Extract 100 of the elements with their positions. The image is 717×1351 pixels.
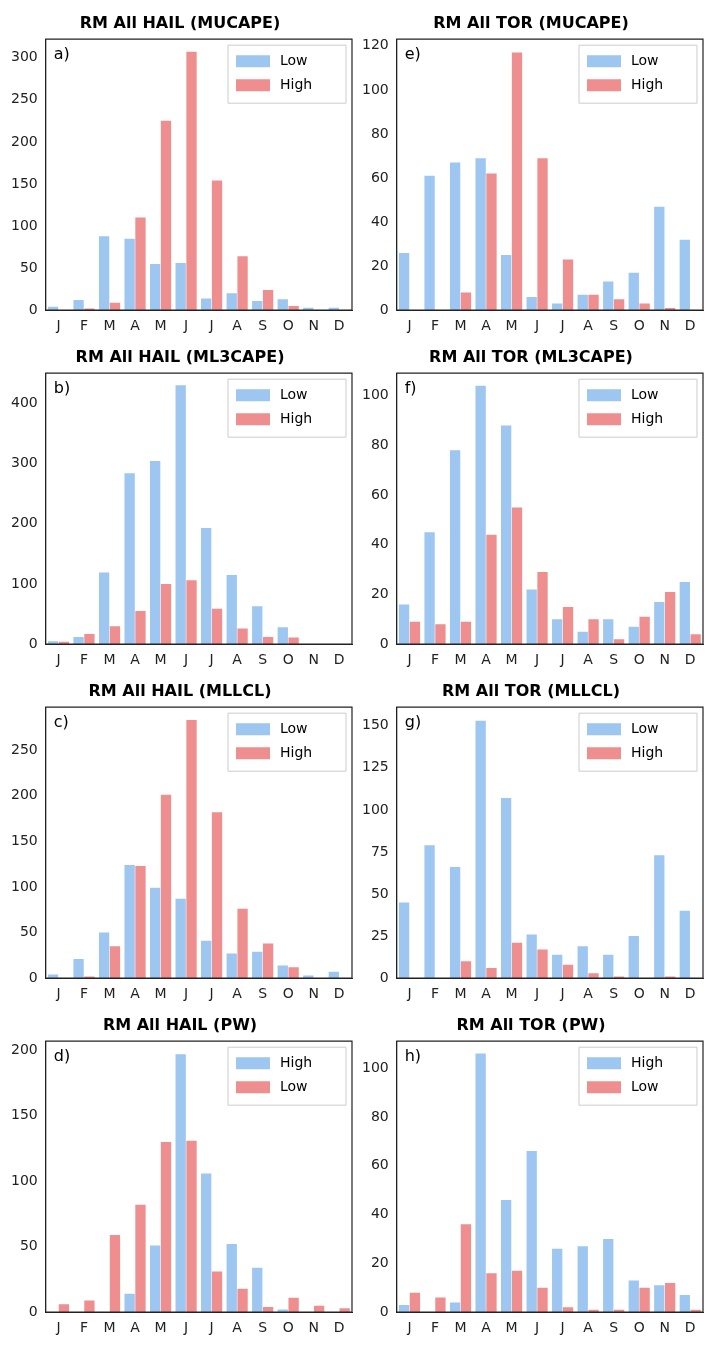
bar bbox=[526, 934, 537, 979]
chart-title: RM All TOR (ML3CAPE) bbox=[429, 346, 633, 366]
y-tick-label: 250 bbox=[10, 740, 38, 757]
x-tick-label: N bbox=[659, 1319, 670, 1336]
x-tick-label: S bbox=[609, 985, 619, 1002]
bar bbox=[175, 898, 186, 979]
bar bbox=[486, 968, 497, 979]
bar bbox=[211, 812, 223, 979]
bar bbox=[175, 263, 186, 311]
x-tick-label: S bbox=[258, 985, 268, 1002]
legend-label: High bbox=[631, 743, 664, 760]
x-tick-label: J bbox=[208, 985, 214, 1002]
x-tick-label: O bbox=[282, 985, 294, 1002]
x-tick-label: J bbox=[183, 317, 189, 334]
bar bbox=[98, 572, 110, 645]
bar bbox=[460, 292, 472, 311]
x-tick-label: D bbox=[684, 317, 696, 334]
y-tick-label: 50 bbox=[19, 923, 38, 940]
y-tick-label: 100 bbox=[10, 1171, 38, 1188]
bar bbox=[679, 910, 690, 979]
bar bbox=[252, 1267, 263, 1313]
bar bbox=[424, 845, 435, 979]
bar bbox=[160, 794, 172, 979]
bar bbox=[501, 798, 512, 979]
bar bbox=[537, 1287, 548, 1313]
y-tick-label: 50 bbox=[370, 884, 389, 901]
legend-label: High bbox=[280, 1053, 313, 1070]
x-tick-label: A bbox=[130, 317, 141, 334]
y-tick-label: 300 bbox=[10, 454, 38, 471]
bar bbox=[552, 1248, 563, 1313]
bar bbox=[262, 636, 274, 645]
x-tick-label: S bbox=[609, 651, 619, 668]
x-tick-label: O bbox=[282, 317, 294, 334]
legend-label: Low bbox=[631, 385, 659, 402]
bar bbox=[303, 975, 314, 979]
x-tick-label: M bbox=[154, 1319, 167, 1336]
bar bbox=[486, 534, 497, 645]
bar bbox=[526, 589, 537, 645]
x-tick-label: S bbox=[609, 1319, 619, 1336]
bar bbox=[47, 641, 59, 645]
x-tick-label: J bbox=[406, 651, 412, 668]
bar bbox=[339, 1308, 350, 1313]
bar bbox=[73, 300, 84, 311]
bar bbox=[511, 942, 523, 979]
x-tick-label: N bbox=[659, 985, 670, 1002]
x-tick-label: S bbox=[258, 651, 268, 668]
bar bbox=[201, 1173, 212, 1313]
annotation: g) bbox=[404, 712, 422, 732]
x-tick-label: O bbox=[633, 1319, 645, 1336]
bar bbox=[109, 302, 121, 311]
x-tick-label: M bbox=[103, 985, 116, 1002]
y-tick-label: 20 bbox=[370, 585, 389, 602]
bar bbox=[475, 385, 486, 645]
x-tick-label: M bbox=[505, 651, 518, 668]
bar bbox=[150, 461, 161, 645]
legend-label: High bbox=[631, 409, 664, 426]
bar bbox=[654, 1285, 665, 1313]
bar bbox=[460, 961, 472, 979]
bar bbox=[160, 583, 172, 645]
y-tick-label: 60 bbox=[370, 1156, 389, 1173]
y-tick-label: 60 bbox=[370, 168, 389, 185]
bar bbox=[124, 238, 135, 311]
bar bbox=[526, 1151, 537, 1313]
y-tick-label: 300 bbox=[10, 48, 38, 65]
bar bbox=[654, 601, 665, 645]
x-tick-label: F bbox=[430, 317, 440, 334]
x-tick-label: M bbox=[154, 651, 167, 668]
bar bbox=[73, 636, 84, 645]
bar bbox=[460, 621, 472, 645]
x-tick-label: S bbox=[258, 1319, 268, 1336]
y-tick-label: 100 bbox=[10, 877, 38, 894]
y-tick-label: 250 bbox=[10, 90, 38, 107]
legend-label: Low bbox=[280, 51, 308, 68]
bar bbox=[288, 967, 299, 979]
y-tick-label: 200 bbox=[10, 1041, 38, 1057]
bar bbox=[98, 932, 110, 979]
bar bbox=[588, 619, 599, 645]
y-tick-label: 200 bbox=[10, 786, 38, 803]
x-tick-label: N bbox=[308, 1319, 319, 1336]
x-tick-label: A bbox=[481, 985, 492, 1002]
legend-label: Low bbox=[280, 719, 308, 736]
bar bbox=[588, 294, 599, 311]
bar bbox=[552, 954, 563, 979]
legend-label: Low bbox=[631, 51, 659, 68]
bar bbox=[449, 867, 461, 979]
y-tick-label: 100 bbox=[361, 386, 389, 403]
bar bbox=[150, 263, 161, 311]
chart-title: RM All HAIL (MUCAPE) bbox=[79, 12, 281, 32]
bar bbox=[562, 1307, 574, 1313]
x-tick-label: A bbox=[130, 651, 141, 668]
x-tick-label: D bbox=[684, 985, 696, 1002]
bar bbox=[409, 621, 421, 645]
x-tick-label: S bbox=[258, 317, 268, 334]
x-tick-label: J bbox=[534, 651, 540, 668]
x-tick-label: N bbox=[308, 651, 319, 668]
bar bbox=[58, 1304, 70, 1313]
bar bbox=[475, 720, 486, 979]
x-tick-label: J bbox=[55, 1319, 61, 1336]
bar bbox=[124, 473, 135, 645]
x-tick-label: F bbox=[430, 985, 440, 1002]
